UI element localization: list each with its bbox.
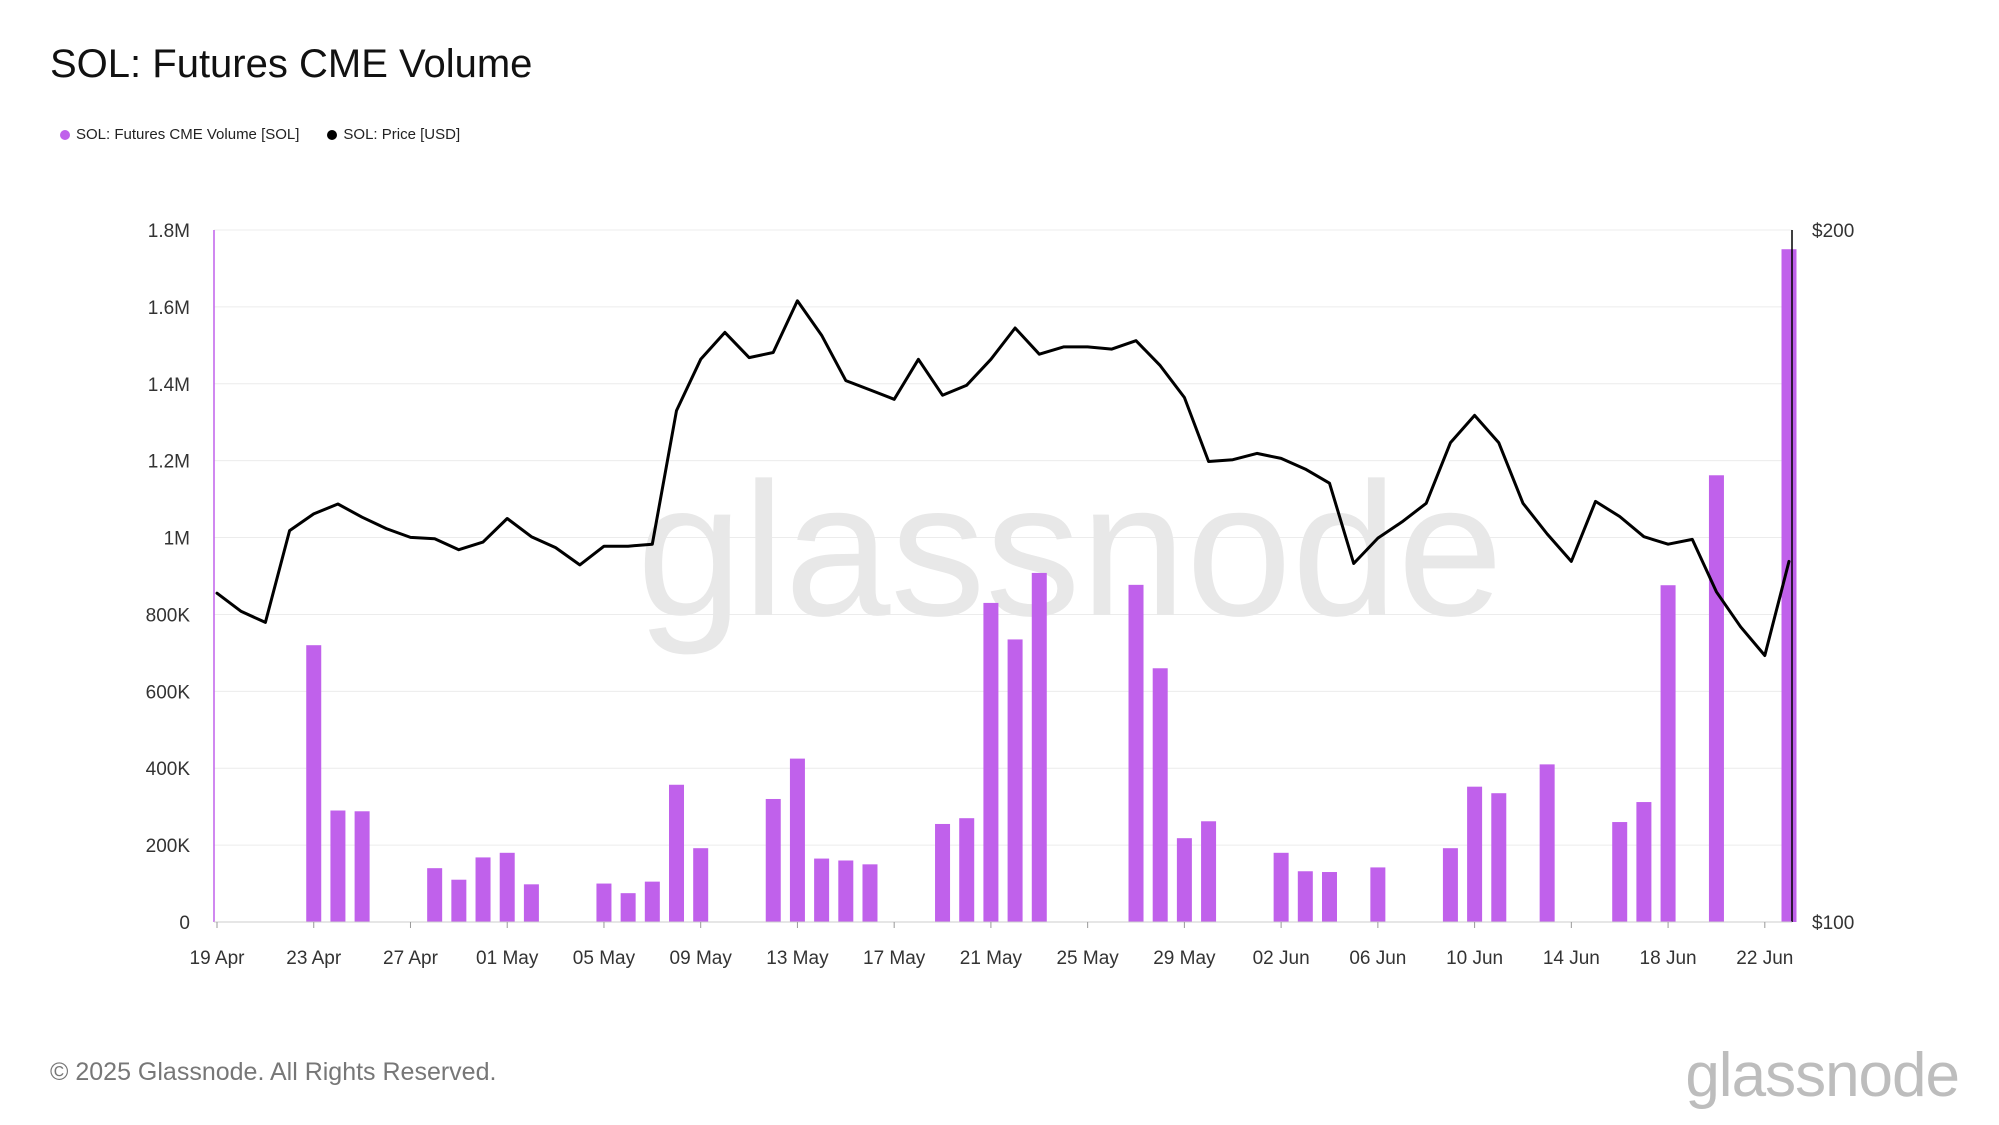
volume-bars: [306, 249, 1797, 922]
y-left-tick-label: 400K: [146, 759, 191, 780]
volume-bar: [1612, 822, 1628, 922]
volume-bar: [1007, 639, 1023, 922]
x-tick-label: 23 Apr: [286, 948, 342, 969]
y-left-tick-label: 1M: [164, 529, 190, 550]
y-left-tick-label: 200K: [146, 836, 191, 857]
x-tick-label: 06 Jun: [1349, 948, 1406, 969]
volume-bar: [1201, 821, 1217, 922]
x-tick-label: 22 Jun: [1736, 948, 1793, 969]
volume-bar: [789, 758, 805, 922]
legend-label-price: SOL: Price [USD]: [343, 126, 461, 143]
legend-item-volume[interactable]: SOL: Futures CME Volume [SOL]: [60, 126, 299, 143]
volume-bar: [620, 893, 636, 922]
grid-lines: [214, 229, 1792, 846]
legend-dot-price: [327, 129, 338, 140]
volume-bar: [1660, 585, 1676, 922]
volume-bar: [1273, 852, 1289, 922]
volume-bar: [306, 645, 322, 922]
volume-bar: [1467, 786, 1483, 922]
volume-bar: [983, 602, 999, 922]
volume-bar: [838, 860, 854, 922]
price-line-group: [215, 299, 1791, 657]
volume-bar: [475, 857, 491, 922]
x-tick-label: 25 May: [1056, 948, 1119, 969]
volume-bar: [1442, 848, 1458, 922]
volume-bar: [1297, 871, 1313, 922]
volume-bar: [959, 818, 975, 922]
volume-bar: [1708, 475, 1724, 922]
chart-axes: [213, 230, 1793, 923]
y-left-tick-label: 1.2M: [148, 452, 190, 473]
y-left-tick-label: 1.6M: [148, 298, 190, 319]
y-left-tick-label: 1.8M: [148, 221, 190, 242]
x-tick-label: 02 Jun: [1253, 948, 1310, 969]
x-tick-label: 09 May: [670, 948, 733, 969]
volume-bar: [499, 852, 515, 922]
volume-bar: [1176, 838, 1192, 922]
price-line: [215, 299, 1791, 657]
y-right-tick-label: $100: [1812, 913, 1854, 934]
chart-title: SOL: Futures CME Volume: [50, 42, 533, 86]
volume-bar: [814, 858, 830, 922]
x-tick-label: 29 May: [1153, 948, 1216, 969]
volume-bar: [644, 881, 660, 922]
copyright-text: © 2025 Glassnode. All Rights Reserved.: [50, 1058, 497, 1086]
x-tick-label: 13 May: [766, 948, 829, 969]
x-tick-label: 21 May: [960, 948, 1023, 969]
volume-bar: [693, 848, 709, 922]
x-tick-label: 19 Apr: [190, 948, 246, 969]
volume-bar: [330, 810, 346, 922]
volume-bar: [1152, 668, 1168, 922]
volume-bar: [1491, 793, 1507, 922]
volume-bar: [1321, 872, 1337, 922]
y-right-tick-label: $200: [1812, 221, 1854, 242]
volume-bar: [1031, 572, 1047, 922]
volume-bar: [669, 784, 685, 922]
x-tick-label: 14 Jun: [1543, 948, 1600, 969]
x-tick-label: 01 May: [476, 948, 539, 969]
x-tick-label: 10 Jun: [1446, 948, 1503, 969]
volume-bar: [1539, 764, 1555, 922]
y-left-tick-label: 0: [179, 913, 190, 934]
volume-bar: [427, 868, 443, 922]
x-tick-label: 05 May: [573, 948, 636, 969]
x-tick-label: 17 May: [863, 948, 926, 969]
x-tick-label: 18 Jun: [1640, 948, 1697, 969]
y-left-tick-label: 1.4M: [148, 375, 190, 396]
volume-bar: [765, 798, 781, 922]
volume-bar: [523, 884, 539, 922]
y-left-tick-label: 600K: [146, 682, 191, 703]
y-left-tick-label: 800K: [146, 605, 191, 626]
volume-bar: [596, 883, 612, 922]
volume-bar: [1636, 802, 1652, 922]
legend-item-price[interactable]: SOL: Price [USD]: [327, 126, 460, 143]
legend-label-volume: SOL: Futures CME Volume [SOL]: [76, 126, 300, 143]
volume-bar: [935, 823, 951, 922]
watermark: glassnode: [637, 444, 1503, 656]
volume-bar: [862, 864, 878, 922]
legend-dot-volume: [60, 129, 70, 140]
brand-logo: glassnode: [1685, 1041, 1960, 1110]
volume-bar: [354, 811, 370, 922]
volume-bar: [1128, 584, 1144, 922]
tick-labels: 0 200K 400K 600K 800K 1M 1.2M 1.4M 1.6M 1.8M $100 $…: [146, 221, 1855, 969]
x-tick-label: 27 Apr: [383, 948, 439, 969]
chart-legend: SOL: Futures CME Volume [SOL] SOL: Price…: [60, 126, 460, 143]
volume-bar: [451, 879, 467, 922]
volume-bar: [1370, 867, 1386, 922]
